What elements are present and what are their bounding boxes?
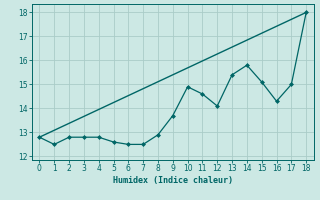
X-axis label: Humidex (Indice chaleur): Humidex (Indice chaleur) (113, 176, 233, 185)
